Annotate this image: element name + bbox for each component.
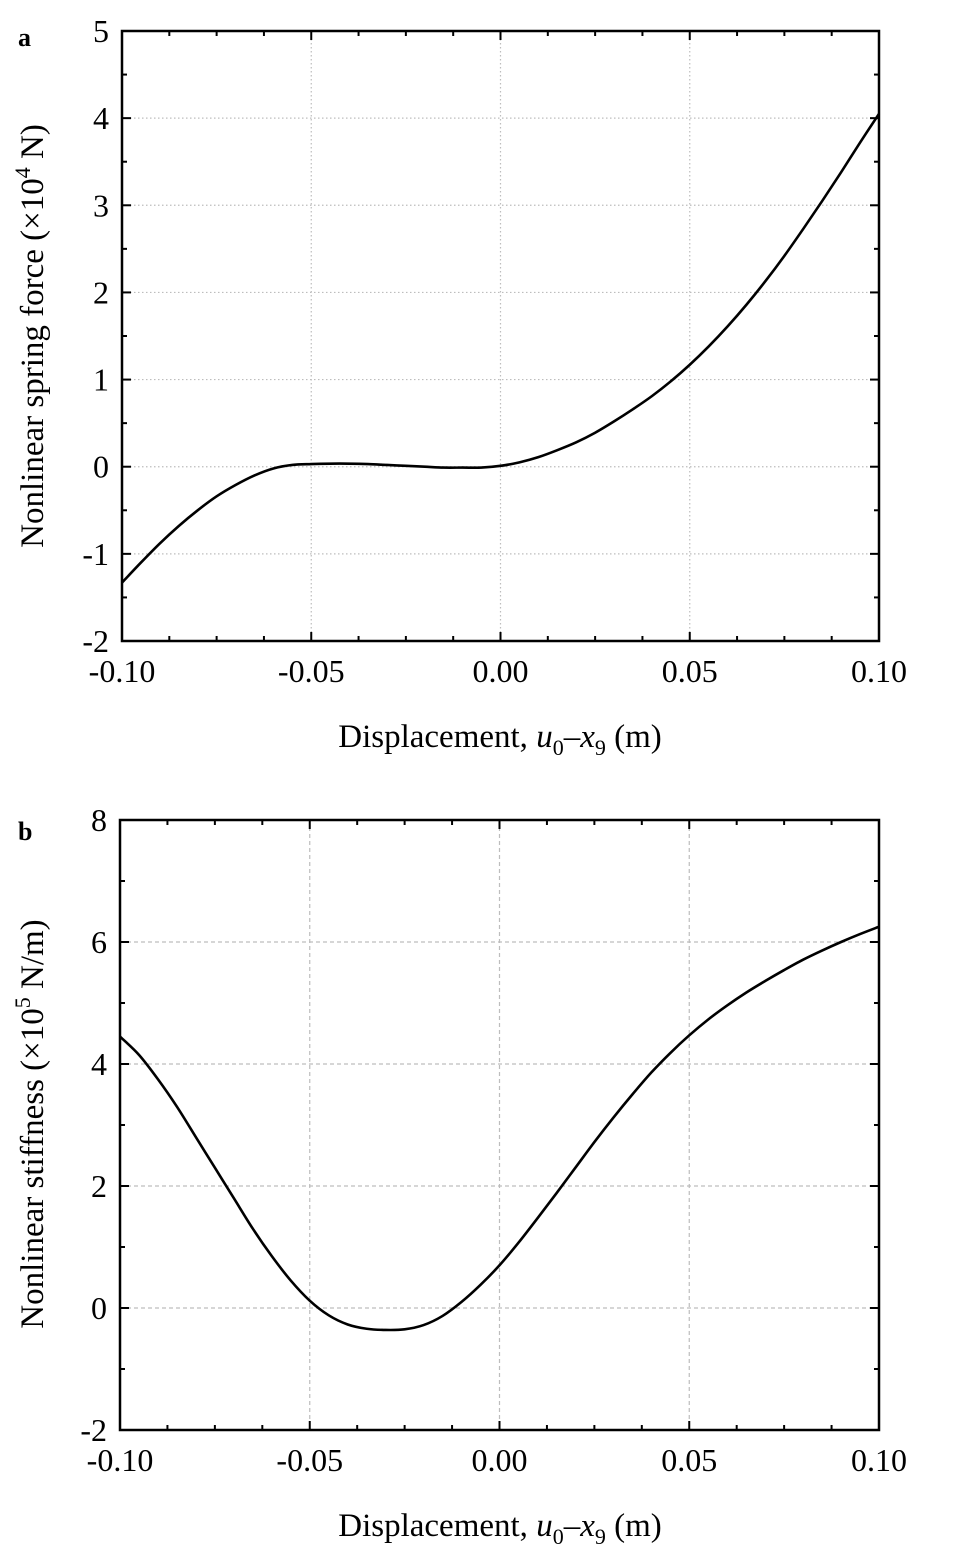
- y-axis-title-a: Nonlinear spring force (×104 N): [10, 124, 51, 548]
- x-tick-label: -0.05: [276, 1442, 343, 1478]
- y-tick-label: 3: [93, 187, 109, 223]
- x-axis-title-a: Displacement, u0–x9 (m): [338, 719, 662, 760]
- y-tick-label: 6: [91, 924, 107, 960]
- plot-frame-a: [120, 29, 881, 643]
- x-tick-label: -0.10: [87, 1442, 154, 1478]
- x-tick-label: 0.05: [661, 1442, 717, 1478]
- panel-a-spring-force-chart: a -2 -1 0 1 2 3 4 5 -0.10 -0.05 0.00 0.05 0.10 Disp…: [10, 13, 907, 760]
- grid-a: [122, 31, 879, 641]
- spring-force-curve: [121, 113, 881, 584]
- x-tick-label: -0.10: [89, 653, 156, 689]
- y-tick-label: -1: [82, 536, 109, 572]
- y-tick-label: 2: [91, 1168, 107, 1204]
- y-tick-label: 4: [93, 100, 109, 136]
- stiffness-curve: [119, 925, 880, 1332]
- y-tick-labels-b: -2 0 2 4 6 8: [80, 802, 107, 1448]
- y-tick-label: 8: [91, 802, 107, 838]
- y-tick-label: 0: [93, 449, 109, 485]
- y-tick-label: 5: [93, 13, 109, 49]
- plot-frame-b: [118, 818, 881, 1432]
- y-axis-title-b: Nonlinear stiffness (×105 N/m): [10, 919, 51, 1328]
- x-tick-labels-a: -0.10 -0.05 0.00 0.05 0.10: [89, 653, 907, 689]
- x-axis-title-b: Displacement, u0–x9 (m): [338, 1508, 662, 1549]
- y-tick-label: 4: [91, 1046, 107, 1082]
- x-tick-labels-b: -0.10 -0.05 0.00 0.05 0.10: [87, 1442, 907, 1478]
- y-tick-label: 1: [93, 362, 109, 398]
- y-tick-labels-a: -2 -1 0 1 2 3 4 5: [82, 13, 109, 659]
- y-tick-label: -2: [82, 623, 109, 659]
- x-tick-label: 0.05: [662, 653, 718, 689]
- grid-b: [120, 820, 879, 1430]
- x-tick-label: 0.00: [472, 1442, 528, 1478]
- panel-letter-a: a: [18, 23, 31, 52]
- x-tick-label: -0.05: [278, 653, 345, 689]
- y-tick-label: -2: [80, 1412, 107, 1448]
- x-tick-label: 0.00: [473, 653, 529, 689]
- panel-letter-b: b: [18, 817, 32, 846]
- panel-b-stiffness-chart: b -2 0 2 4 6 8 -0.10 -0.05 0.00 0.05 0.10 Displac…: [10, 802, 907, 1549]
- y-tick-label: 2: [93, 274, 109, 310]
- x-tick-label: 0.10: [851, 653, 907, 689]
- x-tick-label: 0.10: [851, 1442, 907, 1478]
- y-tick-label: 0: [91, 1290, 107, 1326]
